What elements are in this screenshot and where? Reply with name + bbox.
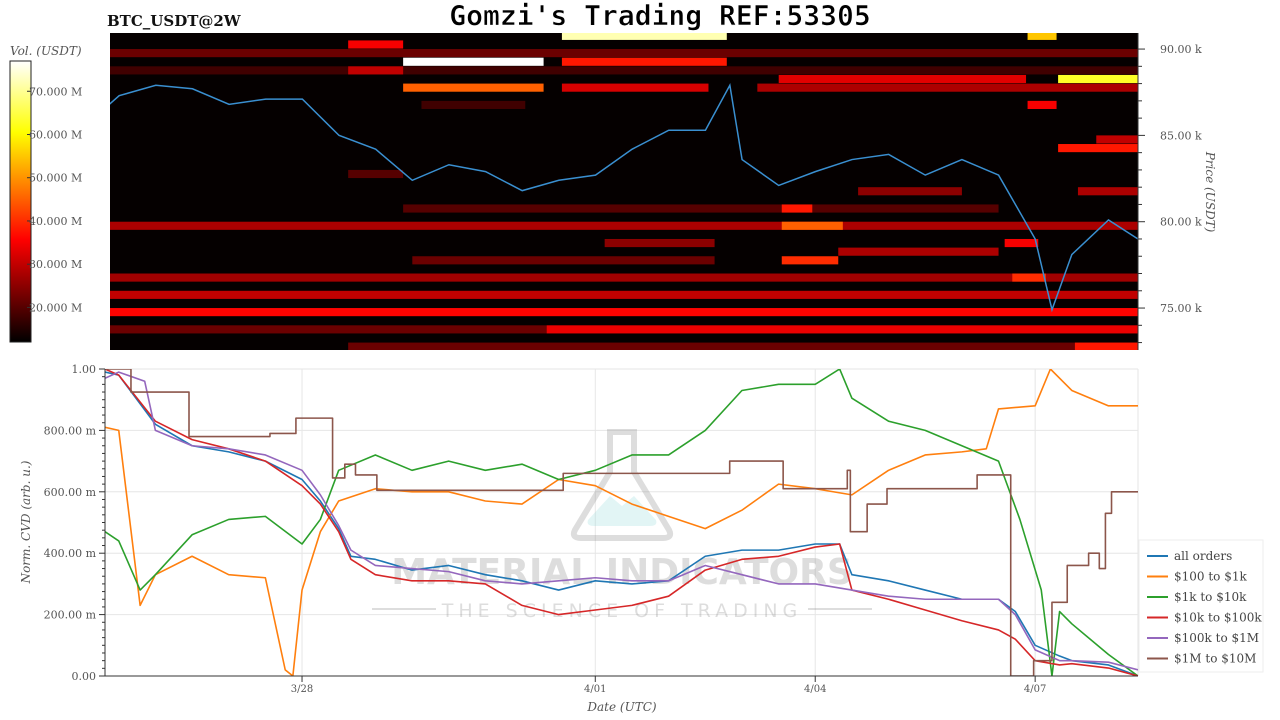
colorbar-tick-label: 60.000 M	[29, 128, 82, 141]
y-tick-label: 0.00	[72, 670, 97, 683]
heatmap-cell	[348, 342, 1138, 350]
series-line	[105, 371, 1138, 671]
heatmap-cell	[348, 169, 404, 179]
cvd-axis-label: Norm. CVD (arb. u.)	[19, 460, 33, 584]
heatmap-cell	[561, 83, 709, 92]
flask-liquid-icon	[587, 496, 657, 526]
heatmap-cell	[421, 100, 526, 109]
colorbar-tick-label: 50.000 M	[29, 172, 82, 185]
heatmap	[110, 33, 1138, 350]
price-tick-label: 75.00 k	[1160, 302, 1202, 315]
heatmap-cell	[1077, 187, 1138, 196]
price-tick-label: 90.00 k	[1160, 43, 1202, 56]
heatmap-cell	[838, 247, 999, 256]
heatmap-cell	[781, 204, 813, 213]
y-tick-label: 200.00 m	[44, 609, 97, 622]
heatmap-cell	[781, 221, 843, 230]
price-axis: 75.00 k 80.00 k 85.00 k 90.00 k	[1137, 33, 1202, 350]
heatmap-cell	[403, 57, 544, 66]
date-axis-label: Date (UTC)	[586, 700, 656, 714]
colorbar-ticks: 20.000 M 30.000 M 40.000 M 50.000 M 60.000 M…	[27, 85, 82, 314]
heatmap-cell	[1012, 273, 1046, 282]
heatmap-cell	[1004, 238, 1039, 248]
x-tick-label: 4/07	[1024, 684, 1046, 695]
y-tick-label: 800.00 m	[44, 424, 97, 437]
series-line	[105, 369, 1138, 676]
heatmap-cell	[403, 83, 544, 92]
legend-label: $10k to $100k	[1174, 611, 1262, 625]
heatmap-cell	[348, 66, 404, 75]
heatmap-cell	[110, 49, 1138, 58]
heatmap-cell	[412, 256, 715, 265]
cvd-lines	[105, 369, 1138, 676]
chart-title: Gomzi's Trading REF:53305	[449, 0, 870, 32]
legend-label: $1k to $10k	[1174, 590, 1247, 604]
heatmap-cell	[348, 40, 404, 49]
price-line	[110, 83, 1138, 313]
heatmap-cell	[403, 204, 999, 213]
y-tick-label: 600.00 m	[44, 486, 97, 499]
watermark-tagline: THE SCIENCE OF TRADING	[441, 600, 803, 622]
heatmap-cell	[546, 325, 1138, 334]
colorbar-tick-label: 40.000 M	[29, 215, 82, 228]
x-tick-label: 4/04	[804, 684, 826, 695]
heatmap-cell	[1058, 144, 1138, 153]
colorbar-tick-label: 70.000 M	[29, 85, 82, 98]
flask-logo-icon	[570, 429, 674, 541]
colorbar	[9, 60, 32, 343]
heatmap-cell	[1074, 342, 1138, 350]
heatmap-cell	[1027, 100, 1057, 109]
x-tick-label: 4/01	[584, 684, 606, 695]
legend-label: all orders	[1174, 549, 1232, 563]
y-tick-label: 1.00	[72, 363, 97, 376]
x-tick-label: 3/28	[291, 684, 313, 695]
heatmap-cell	[757, 83, 1138, 92]
heatmap-cell	[110, 325, 547, 334]
legend-label: $1M to $10M	[1174, 652, 1256, 666]
heatmap-cell	[778, 74, 1027, 84]
legend-label: $100 to $1k	[1174, 570, 1247, 584]
legend: all orders $100 to $1k $1k to $10k $10k to …	[1138, 539, 1264, 673]
heatmap-cell	[561, 57, 727, 66]
heatmap-cell	[858, 187, 962, 196]
legend-box	[1138, 539, 1264, 673]
watermark-brand: MATERIAL INDICATORS	[391, 552, 853, 593]
heatmap-cell	[1096, 135, 1138, 144]
colorbar-tick-label: 30.000 M	[29, 258, 82, 271]
heatmap-cell	[110, 290, 1138, 299]
colorbar-tick-label: 20.000 M	[29, 301, 82, 314]
heatmap-cell	[561, 33, 727, 40]
heatmap-cell	[110, 221, 1138, 230]
series-line	[105, 369, 1138, 676]
watermark: MATERIAL INDICATORS THE SCIENCE OF TRADI…	[372, 429, 872, 622]
price-axis-label: Price (USDT)	[1203, 151, 1217, 233]
legend-label: $100k to $1M	[1174, 631, 1259, 645]
heatmap-cell	[1058, 74, 1138, 84]
colorbar-label: Vol. (USDT)	[10, 44, 82, 58]
heatmap-cell	[110, 308, 1138, 317]
heatmap-cell	[110, 273, 1138, 282]
heatmap-cell	[604, 238, 715, 248]
price-series-line	[110, 83, 1138, 313]
price-tick-label: 85.00 k	[1160, 129, 1202, 142]
price-tick-label: 80.00 k	[1160, 216, 1202, 229]
heatmap-cell	[781, 256, 839, 265]
symbol-label: BTC_USDT@2W	[107, 12, 242, 30]
cvd-axes: 0.00 200.00 m 400.00 m 600.00 m 800.00 m 1.00…	[44, 363, 1138, 695]
series-line	[105, 369, 1138, 676]
heatmap-cell	[110, 66, 1138, 75]
series-line	[105, 369, 1138, 676]
y-tick-label: 400.00 m	[44, 547, 97, 560]
heatmap-cell	[1027, 33, 1057, 40]
